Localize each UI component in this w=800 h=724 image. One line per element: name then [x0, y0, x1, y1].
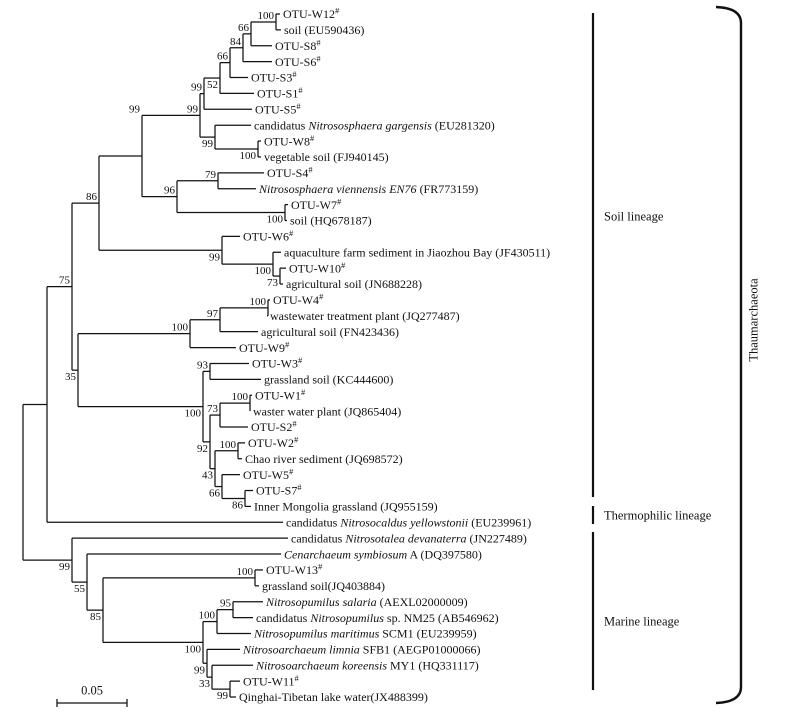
taxon-label: Inner Mongolia grassland (JQ955159) — [254, 500, 438, 514]
taxon-label: OTU-W4# — [273, 292, 324, 308]
taxon-label: OTU-S5# — [255, 101, 301, 117]
bootstrap-value: 43 — [202, 470, 214, 482]
bootstrap-value: 100 — [258, 10, 275, 22]
taxon-label: Qinghai-Tibetan lake water(JX488399) — [239, 690, 428, 704]
phylum-bracket — [715, 5, 743, 705]
taxon-label: candidatus Nitrosotalea devanaterra (JN2… — [291, 531, 527, 545]
bootstrap-value: 33 — [199, 678, 211, 690]
taxon-label: aquaculture farm sediment in Jiaozhou Ba… — [284, 245, 550, 259]
bootstrap-value: 73 — [207, 403, 219, 415]
bootstrap-value: 66 — [209, 488, 221, 500]
bootstrap-value: 99 — [194, 664, 206, 676]
bootstrap-value: 95 — [220, 598, 232, 610]
bootstrap-value: 100 — [220, 439, 237, 451]
taxon-label: Nitrososphaera viennensis EN76 (FR773159… — [258, 182, 478, 196]
bootstrap-value: 100 — [255, 265, 272, 277]
taxon-label: OTU-W6# — [243, 228, 294, 244]
bootstrap-value: 96 — [164, 185, 176, 197]
taxon-label: OTU-W7# — [291, 196, 342, 212]
bootstrap-value: 99 — [191, 82, 203, 94]
taxon-label: candidatus Nitrosopumilus sp. NM25 (AB54… — [256, 611, 499, 625]
taxon-label: Nitrosoarchaeum koreensis MY1 (HQ331117) — [255, 658, 479, 672]
phylum-label: Thaumarchaeota — [746, 278, 761, 362]
bootstrap-value: 79 — [205, 169, 217, 181]
taxon-label: Nitrosopumilus salaria (AEXL02000009) — [265, 595, 468, 609]
bootstrap-value: 85 — [90, 611, 102, 623]
bootstrap-value: 86 — [86, 191, 98, 203]
bootstrap-value: 35 — [65, 371, 77, 383]
bootstrap-value: 100 — [237, 566, 254, 578]
bootstrap-value: 66 — [217, 51, 229, 63]
bootstrap-value: 73 — [267, 277, 279, 289]
bootstrap-value: 84 — [230, 36, 242, 48]
bootstrap-value: 100 — [172, 322, 189, 334]
taxon-label: OTU-W9# — [239, 339, 290, 355]
bootstrap-value: 100 — [185, 643, 202, 655]
taxon-label: Nitrosoarchaeum limnia SFB1 (AEGP0100006… — [242, 643, 480, 657]
taxon-label: Chao river sediment (JQ698572) — [245, 452, 403, 466]
bootstrap-value: 93 — [197, 359, 209, 371]
taxon-label: OTU-W3# — [252, 355, 303, 371]
taxon-label: agricultural soil (JN688228) — [286, 277, 422, 291]
bootstrap-value: 100 — [240, 150, 257, 162]
bootstrap-value: 55 — [74, 583, 86, 595]
taxon-label: OTU-S8# — [275, 37, 321, 53]
taxon-label: OTU-W8# — [264, 133, 315, 149]
taxon-label: soil (EU590436) — [284, 23, 364, 37]
bootstrap-value: 52 — [207, 79, 218, 91]
taxon-label: soil (HQ678187) — [290, 214, 372, 228]
taxon-label: candidatus Nitrosocaldus yellowstonii (E… — [286, 515, 531, 529]
taxon-label: candidatus Nitrososphaera gargensis (EU2… — [254, 118, 495, 132]
bootstrap-value: 92 — [197, 443, 208, 455]
taxon-label: waster water plant (JQ865404) — [253, 404, 401, 418]
taxon-label: OTU-S1# — [257, 85, 303, 101]
bootstrap-value: 97 — [207, 308, 219, 320]
taxon-label: OTU-W12# — [283, 6, 340, 22]
taxon-label: OTU-S2# — [251, 419, 297, 435]
taxon-label: OTU-W10# — [289, 260, 346, 276]
bootstrap-value: 100 — [267, 214, 284, 226]
bootstrap-value: 99 — [217, 690, 229, 702]
bootstrap-value: 99 — [202, 138, 214, 150]
bootstrap-value: 99 — [187, 103, 199, 115]
bootstrap-value: 66 — [238, 22, 250, 34]
taxon-label: OTU-W13# — [266, 562, 323, 578]
bootstrap-value: 100 — [199, 610, 216, 622]
thermophilic-lineage-label: Thermophilic lineage — [604, 508, 712, 523]
marine-lineage-label: Marine lineage — [604, 614, 680, 629]
bootstrap-value: 99 — [209, 251, 221, 263]
taxon-label: OTU-S3# — [251, 69, 297, 85]
taxon-label: grassland soil (KC444600) — [264, 373, 393, 387]
taxon-label: OTU-W11# — [243, 673, 300, 689]
bootstrap-value: 100 — [232, 391, 249, 403]
taxon-label: grassland soil(JQ403884) — [262, 579, 385, 593]
scale-bar-label: 0.05 — [81, 683, 103, 698]
bootstrap-value: 100 — [185, 408, 202, 420]
taxon-label: OTU-W1# — [255, 387, 306, 403]
bootstrap-value: 99 — [129, 103, 141, 115]
bootstrap-value: 75 — [59, 275, 71, 287]
taxon-label: wastewater treatment plant (JQ277487) — [270, 309, 460, 323]
bootstrap-value: 100 — [250, 296, 267, 308]
soil-lineage-label: Soil lineage — [604, 209, 664, 224]
bootstrap-value: 99 — [59, 561, 71, 573]
taxon-label: OTU-S6# — [275, 53, 321, 69]
taxon-label: vegetable soil (FJ940145) — [264, 150, 389, 164]
taxon-label: Cenarchaeum symbiosum A (DQ397580) — [284, 547, 482, 561]
taxon-label: Nitrosopumilus maritimus SCM1 (EU239959) — [253, 627, 477, 641]
taxon-label: agricultural soil (FN423436) — [261, 325, 399, 339]
taxon-label: OTU-W2# — [248, 435, 299, 451]
taxon-label: OTU-S4# — [267, 165, 313, 181]
taxon-label: OTU-W5# — [243, 466, 294, 482]
taxon-label: OTU-S7# — [256, 482, 302, 498]
bootstrap-value: 86 — [232, 499, 244, 511]
